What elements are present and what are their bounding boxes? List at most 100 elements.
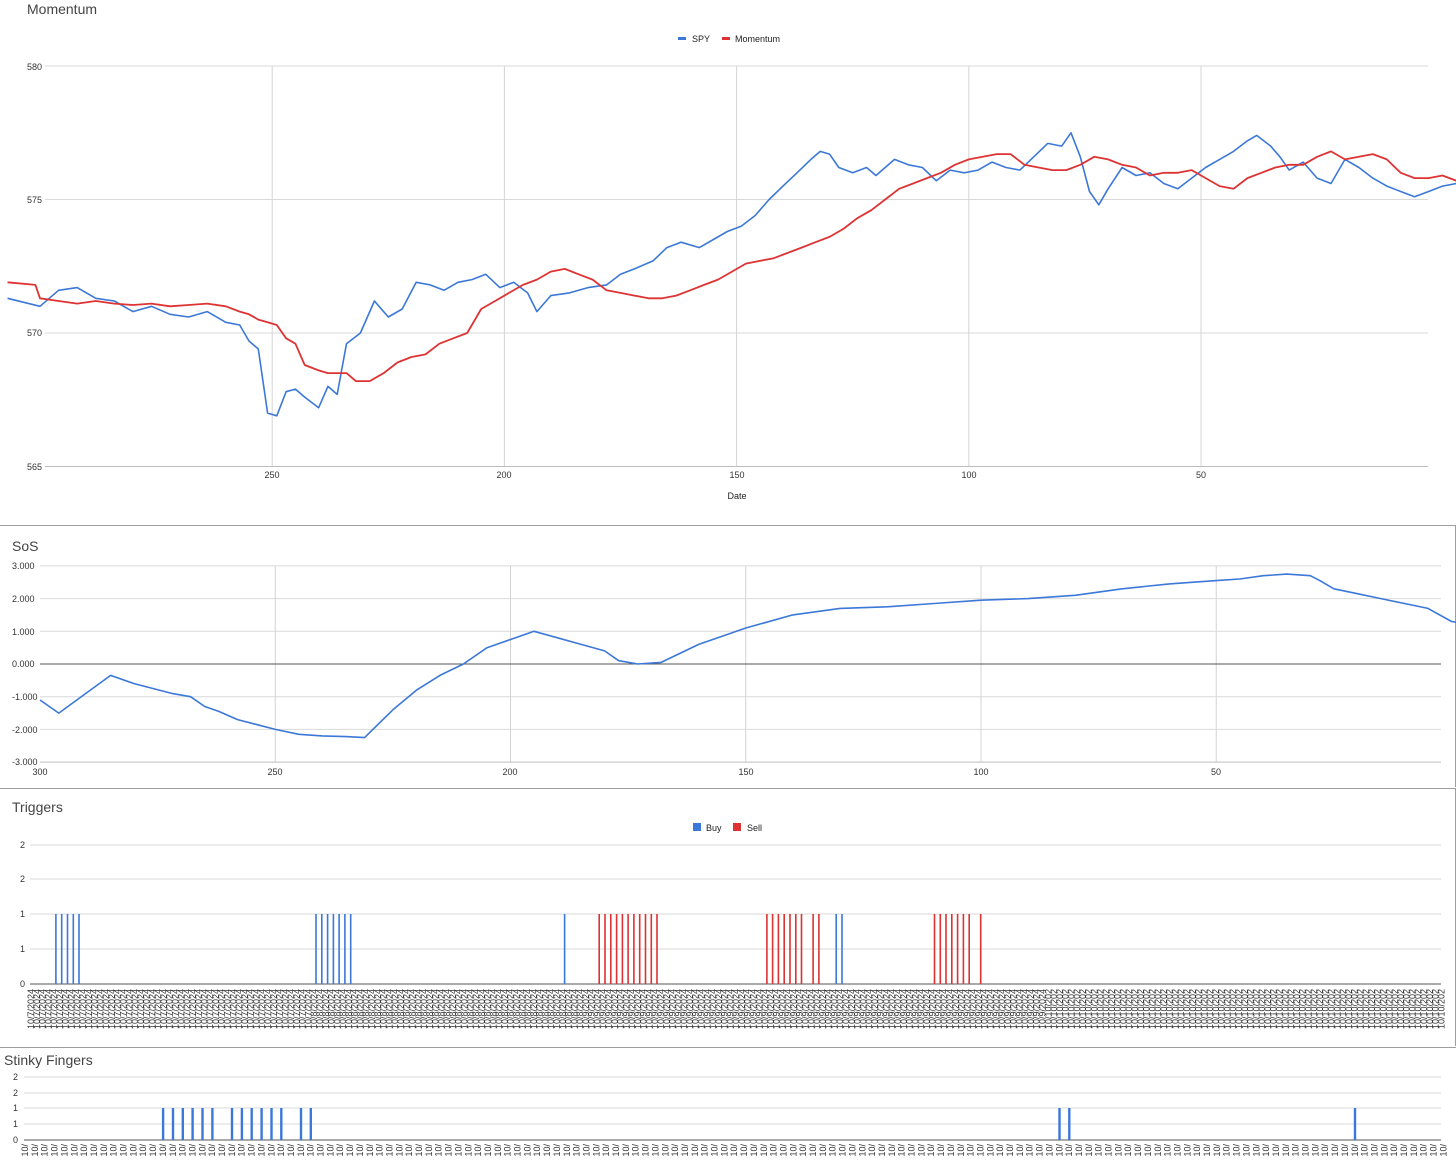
buy-bar (327, 914, 329, 984)
stinky-chart: 2 2 1 1 0 10/10/10/10/10/10/10/10/10/10/… (0, 1048, 1456, 1171)
stinky-x-tick-label: 10/ (522, 1144, 532, 1157)
stinky-x-tick-label: 10/ (985, 1144, 995, 1157)
stinky-x-tick-label: 10/ (1202, 1144, 1212, 1157)
sos-x-tick-250: 250 (267, 767, 282, 777)
buy-bar (61, 914, 63, 984)
sos-x-tick-200: 200 (502, 767, 517, 777)
stinky-x-tick-label: 10/ (1389, 1144, 1399, 1157)
stinky-x-tick-label: 10/ (1163, 1144, 1173, 1157)
stk-y-tick-c: 1 (13, 1103, 18, 1113)
stinky-x-tick-label: 10/ (434, 1144, 444, 1157)
stinky-x-tick-label: 10/ (79, 1144, 89, 1157)
sell-bar (783, 914, 785, 984)
momentum-legend: SPY Momentum (678, 34, 780, 44)
stinky-x-tick-label: 10/ (798, 1144, 808, 1157)
stinky-x-tick-label: 10/ (749, 1144, 759, 1157)
stinky-bar (172, 1108, 174, 1140)
x-tick-200: 200 (496, 470, 511, 480)
stinky-bar (191, 1108, 193, 1140)
stinky-x-tick-label: 10/ (227, 1144, 237, 1157)
stinky-x-tick-label: 10/ (1015, 1144, 1025, 1157)
stinky-x-tick-label: 10/ (513, 1144, 523, 1157)
stinky-x-tick-label: 10/ (778, 1144, 788, 1157)
sos-y-tick-0: 0.000 (12, 659, 35, 669)
stinky-bar (162, 1108, 164, 1140)
stinky-x-tick-label: 10/ (483, 1144, 493, 1157)
stinky-x-tick-label: 10/ (109, 1144, 119, 1157)
stinky-x-tick-label: 10/ (1419, 1144, 1429, 1157)
buy-bar (835, 914, 837, 984)
stinky-x-tick-label: 10/ (1350, 1144, 1360, 1157)
stinky-x-tick-label: 10/ (1241, 1144, 1251, 1157)
y-tick-570: 570 (27, 328, 42, 338)
sell-bar (934, 914, 936, 984)
stinky-x-tick-label: 10/ (296, 1144, 306, 1157)
stinky-x-tick-label: 10/ (956, 1144, 966, 1157)
stinky-x-tick-label: 10/ (670, 1144, 680, 1157)
stinky-x-tick-label: 10/ (316, 1144, 326, 1157)
stinky-x-tick-label: 10/ (1379, 1144, 1389, 1157)
legend-sell-label: Sell (747, 823, 762, 833)
stinky-x-tick-label: 10/ (887, 1144, 897, 1157)
stinky-x-tick-label: 10/ (788, 1144, 798, 1157)
legend-spy-label: SPY (692, 34, 710, 44)
stinky-x-tick-label: 10/ (237, 1144, 247, 1157)
stinky-x-tick-label: 10/ (59, 1144, 69, 1157)
stinky-x-tick-label: 10/ (1035, 1144, 1045, 1157)
stinky-x-tick-label: 10/ (581, 1144, 591, 1157)
stinky-x-tick-label: 10/ (493, 1144, 503, 1157)
stinky-x-tick-label: 10/ (1133, 1144, 1143, 1157)
stinky-x-tick-label: 10/ (463, 1144, 473, 1157)
buy-bar (333, 914, 335, 984)
buy-bar (321, 914, 323, 984)
stinky-x-tick-label: 10/ (325, 1144, 335, 1157)
stk-y-tick-d: 1 (13, 1119, 18, 1129)
stinky-x-tick-label: 10/ (1438, 1144, 1448, 1157)
stinky-x-tick-label: 10/ (710, 1144, 720, 1157)
sell-bar (980, 914, 982, 984)
stk-y-tick-b: 2 (13, 1088, 18, 1098)
sell-bar (622, 914, 624, 984)
stinky-x-tick-label: 10/ (572, 1144, 582, 1157)
stk-y-tick-e: 0 (13, 1135, 18, 1145)
sos-y-tick-m3: -3.000 (12, 757, 38, 767)
stinky-x-tick-label: 10/ (690, 1144, 700, 1157)
stinky-x-tick-label: 10/ (375, 1144, 385, 1157)
stinky-x-tick-label: 10/ (99, 1144, 109, 1157)
stinky-x-tick-label: 10/ (650, 1144, 660, 1157)
sell-bar (945, 914, 947, 984)
stinky-x-tick-label: 10/ (1320, 1144, 1330, 1157)
stinky-x-tick-label: 10/ (739, 1144, 749, 1157)
stinky-x-tick-label: 10/ (1399, 1144, 1409, 1157)
stinky-bar (241, 1108, 243, 1140)
stinky-x-tick-label: 10/ (936, 1144, 946, 1157)
legend-momentum-swatch (722, 37, 730, 40)
stinky-x-tick-label: 10/ (345, 1144, 355, 1157)
stinky-x-tick-label: 10/ (897, 1144, 907, 1157)
sos-y-tick-m2: -2.000 (12, 725, 38, 735)
sell-bar (951, 914, 953, 984)
stinky-x-tick-label: 10/ (168, 1144, 178, 1157)
stinky-x-tick-label: 10/ (1123, 1144, 1133, 1157)
stinky-bar (182, 1108, 184, 1140)
stinky-x-tick-label: 10/ (128, 1144, 138, 1157)
stinky-x-tick-label: 10/ (660, 1144, 670, 1157)
stinky-x-tick-label: 10/ (444, 1144, 454, 1157)
stinky-x-tick-label: 10/ (621, 1144, 631, 1157)
sell-bar (598, 914, 600, 984)
stinky-panel: Stinky Fingers 2 2 1 1 0 10/10/10/10/10/… (0, 1047, 1456, 1170)
legend-spy-swatch (678, 37, 686, 40)
sell-bar (651, 914, 653, 984)
stinky-x-tick-label: 10/ (30, 1144, 40, 1157)
buy-bar (564, 914, 566, 984)
x-tick-250: 250 (264, 470, 279, 480)
stinky-x-tick-label: 10/ (335, 1144, 345, 1157)
buy-bar (55, 914, 57, 984)
stinky-bar (300, 1108, 302, 1140)
stinky-x-tick-label: 10/ (178, 1144, 188, 1157)
stinky-x-tick-label: 10/ (20, 1144, 30, 1157)
sell-bar (968, 914, 970, 984)
stinky-x-tick-label: 10/ (700, 1144, 710, 1157)
stinky-x-tick-label: 10/ (1310, 1144, 1320, 1157)
stinky-x-tick-label: 10/ (1212, 1144, 1222, 1157)
